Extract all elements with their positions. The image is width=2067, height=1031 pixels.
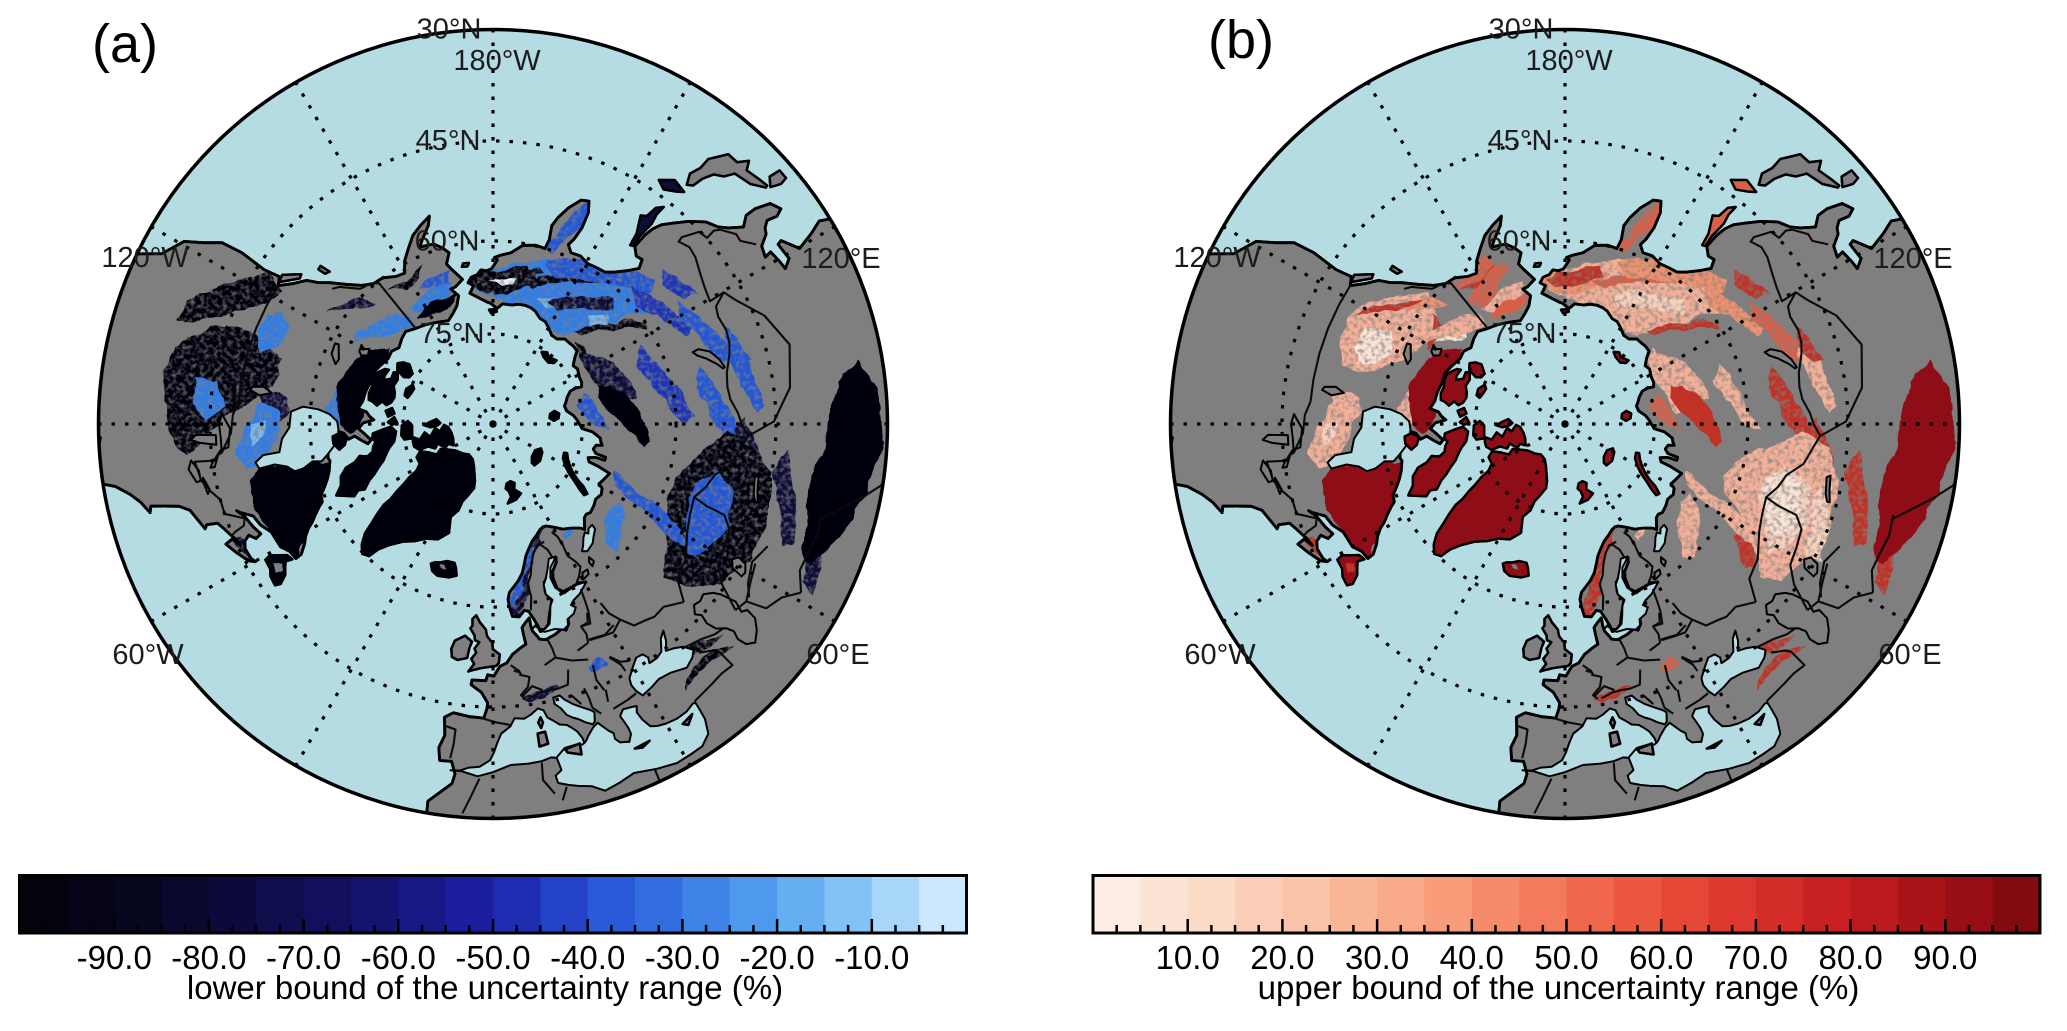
svg-text:(b): (b) [1208, 10, 1274, 70]
svg-text:upper bound of the uncertainty: upper bound of the uncertainty range (%) [1258, 969, 1860, 1006]
svg-text:60°N: 60°N [415, 226, 480, 258]
svg-text:20.0: 20.0 [1250, 939, 1314, 976]
svg-text:60°N: 60°N [1487, 226, 1552, 258]
svg-text:120°W: 120°W [1173, 242, 1261, 274]
svg-text:-90.0: -90.0 [77, 939, 152, 976]
svg-text:60°E: 60°E [1878, 639, 1941, 671]
svg-text:60°E: 60°E [806, 639, 869, 671]
svg-text:75°N: 75°N [420, 318, 485, 350]
svg-text:75°N: 75°N [1492, 318, 1557, 350]
svg-text:60°W: 60°W [1184, 639, 1256, 671]
svg-text:-70.0: -70.0 [266, 939, 341, 976]
svg-text:120°W: 120°W [101, 242, 189, 274]
svg-text:45°N: 45°N [1488, 125, 1553, 157]
svg-text:60.0: 60.0 [1629, 939, 1693, 976]
svg-text:-10.0: -10.0 [834, 939, 909, 976]
svg-text:90.0: 90.0 [1913, 939, 1977, 976]
svg-text:lower bound of the uncertainty: lower bound of the uncertainty range (%) [187, 969, 783, 1006]
svg-text:-20.0: -20.0 [739, 939, 814, 976]
svg-text:180°W: 180°W [1525, 45, 1613, 77]
svg-text:30°N: 30°N [1489, 14, 1554, 46]
svg-text:60°W: 60°W [112, 639, 184, 671]
svg-text:-50.0: -50.0 [455, 939, 530, 976]
svg-text:50.0: 50.0 [1534, 939, 1598, 976]
svg-text:70.0: 70.0 [1724, 939, 1788, 976]
svg-text:120°E: 120°E [1873, 243, 1952, 275]
svg-text:-60.0: -60.0 [361, 939, 436, 976]
svg-text:180°W: 180°W [453, 45, 541, 77]
svg-text:-30.0: -30.0 [645, 939, 720, 976]
svg-text:(a): (a) [92, 14, 158, 74]
svg-text:120°E: 120°E [801, 243, 880, 275]
svg-text:45°N: 45°N [416, 125, 481, 157]
svg-text:80.0: 80.0 [1818, 939, 1882, 976]
svg-text:40.0: 40.0 [1440, 939, 1504, 976]
svg-text:-40.0: -40.0 [550, 939, 625, 976]
svg-text:30°N: 30°N [417, 14, 482, 46]
svg-text:30.0: 30.0 [1345, 939, 1409, 976]
svg-text:10.0: 10.0 [1156, 939, 1220, 976]
svg-text:-80.0: -80.0 [171, 939, 246, 976]
